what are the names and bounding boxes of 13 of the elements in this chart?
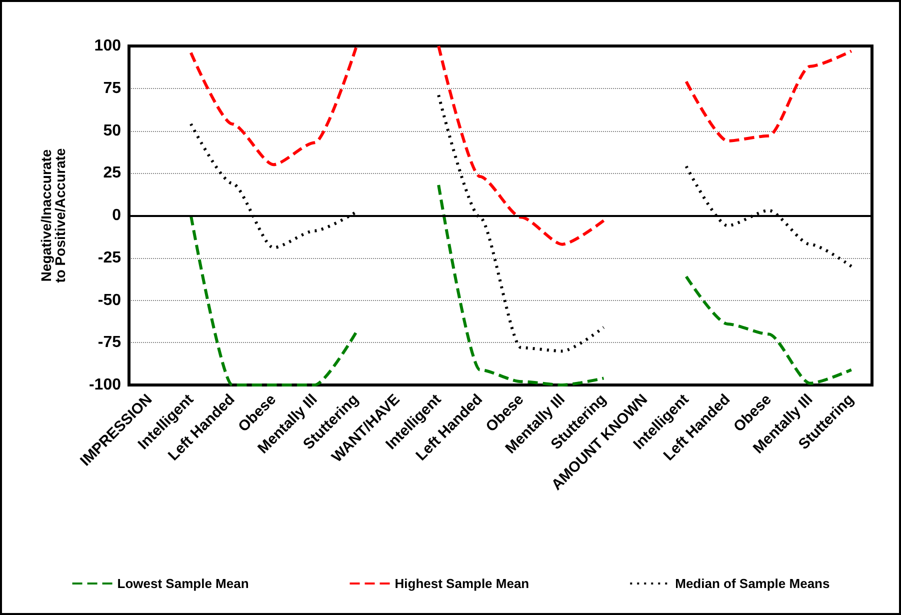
- y-tick-label: 25: [103, 164, 122, 182]
- y-tick-label: -50: [98, 292, 122, 309]
- legend-label: Median of Sample Means: [675, 576, 830, 591]
- y-tick-label: 0: [112, 207, 122, 224]
- y-tick-label: -25: [98, 249, 122, 266]
- y-tick-label: -100: [88, 376, 122, 394]
- y-tick-label: 75: [103, 80, 122, 97]
- y-tick-label: 50: [103, 122, 122, 140]
- y-axis-title: Negative/Inaccurate to Positive/Accurate: [38, 148, 68, 283]
- legend-label: Lowest Sample Mean: [117, 576, 249, 591]
- y-tick-label: -75: [98, 334, 122, 352]
- y-tick-label: 100: [94, 38, 122, 54]
- legend-label: Highest Sample Mean: [394, 576, 530, 591]
